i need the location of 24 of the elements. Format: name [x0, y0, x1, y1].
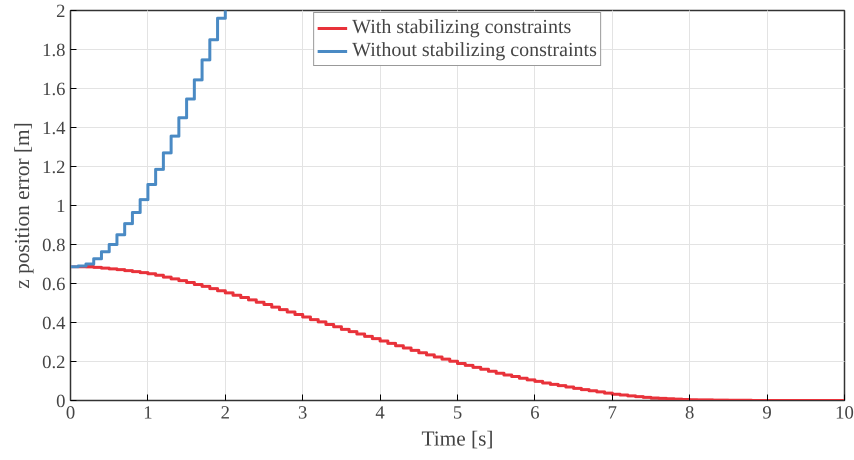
x-tick-label: 7: [608, 402, 617, 424]
legend-label: Without stabilizing constraints: [352, 39, 597, 62]
y-tick-label: 1.4: [42, 118, 66, 139]
x-tick-label: 5: [452, 402, 462, 424]
y-tick-label: 2: [56, 1, 66, 22]
y-tick-label: 0.6: [42, 274, 66, 295]
x-tick-label: 2: [220, 402, 230, 424]
legend-label: With stabilizing constraints: [352, 16, 572, 39]
y-tick-label: 1.6: [42, 79, 66, 100]
x-tick-label: 3: [298, 402, 308, 424]
x-axis-title: Time [s]: [421, 426, 494, 450]
x-tick-label: 4: [375, 402, 386, 424]
y-tick-label: 1.8: [42, 40, 66, 61]
x-tick-label: 9: [762, 402, 772, 424]
x-tick-label: 1: [143, 402, 153, 424]
x-tick-label: 6: [530, 402, 540, 424]
y-tick-label: 0.4: [42, 313, 66, 334]
x-tick-label: 8: [685, 402, 694, 424]
y-tick-label: 0.2: [42, 352, 66, 373]
x-tick-label: 10: [835, 402, 854, 424]
y-axis-title: z position error [m]: [10, 122, 34, 289]
y-tick-label: 1: [56, 196, 66, 217]
y-tick-label: 1.2: [42, 157, 66, 178]
y-tick-label: 0.8: [42, 235, 66, 256]
